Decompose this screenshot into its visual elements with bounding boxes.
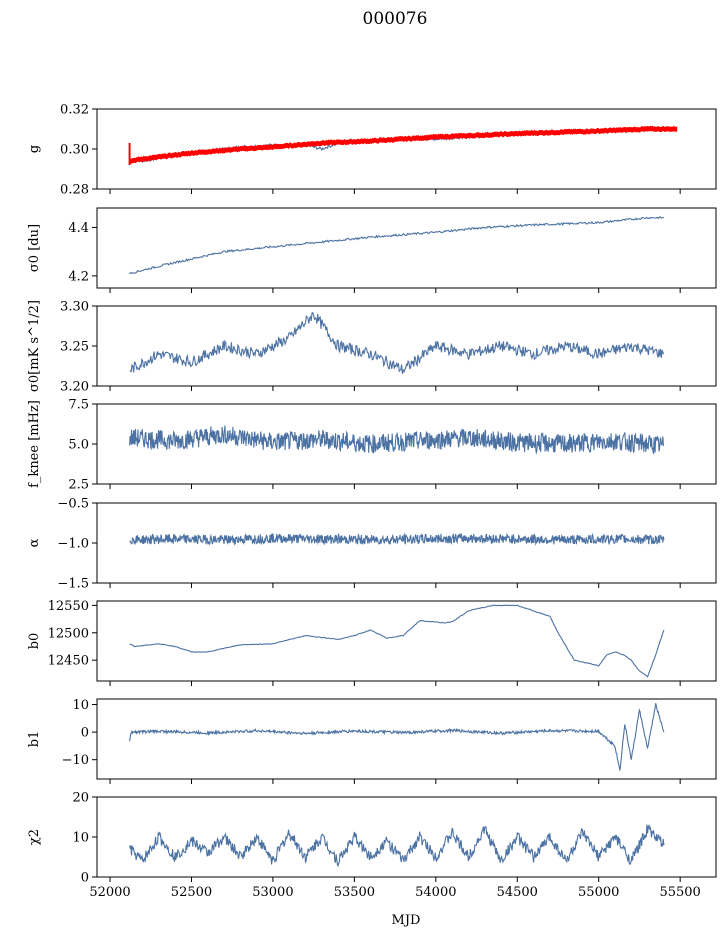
y-axis-label-b0: b0 [27, 633, 42, 650]
y-tick-label: 3.20 [60, 380, 89, 395]
panel-chi2: 0 10 20 52000 52500 53000 53500 54000 54500 55000… [27, 791, 717, 900]
y-tick-label: 10 [72, 698, 89, 713]
series-line-alpha [129, 532, 665, 546]
y-tick-label: 0.32 [60, 103, 89, 118]
y-tick-label: −0.5 [57, 497, 89, 512]
x-tick-label: 54500 [497, 885, 538, 900]
y-axis-label-fknee: f_knee [mHz] [27, 400, 42, 488]
series-line-sigma0_du [129, 216, 665, 275]
y-tick-label: 0 [81, 871, 89, 886]
y-axis-label-b1: b1 [27, 731, 42, 748]
panel-fknee: 2.5 5.0 7.5 f_knee [mHz] [27, 398, 717, 493]
x-tick-label: 53000 [252, 885, 293, 900]
series-band-g [129, 125, 678, 165]
panel-b0: 12450 12500 12550 b0 [27, 599, 717, 686]
panel-b1: −10 0 10 b1 [27, 698, 717, 784]
y-tick-label: 2.5 [68, 478, 89, 493]
series-line-chi2 [129, 824, 665, 868]
series-line-sigma0_mk [129, 312, 665, 374]
axes-frame-b0 [96, 600, 717, 682]
y-tick-label: −1.5 [57, 577, 89, 592]
panel-alpha: −1.5 −1.0 −0.5 α [27, 497, 717, 592]
y-axis-label-alpha: α [27, 538, 42, 547]
y-tick-label: 20 [72, 791, 89, 806]
y-axis-label-g: g [27, 145, 42, 153]
panel-g: 0.28 0.30 0.32 g [27, 103, 717, 198]
y-tick-label: 0 [81, 726, 89, 741]
figure-title: 000076 [363, 9, 428, 29]
axes-frame-sigma0_du [96, 207, 717, 289]
y-axis-label-sigma0_du: σ0 [du] [27, 224, 42, 272]
axes-frame-g [96, 108, 717, 190]
y-axis-label-sigma0_mk: σ0[mK s^1/2] [27, 300, 42, 392]
y-tick-label: 3.30 [60, 300, 89, 315]
y-tick-label: 10 [72, 831, 89, 846]
x-tick-label: 55500 [659, 885, 700, 900]
x-tick-label: 55000 [578, 885, 619, 900]
x-axis-label: MJD [392, 913, 421, 928]
y-tick-label: 12500 [48, 626, 89, 641]
series-line-b0 [129, 604, 665, 678]
panel-sigma0_du: 4.2 4.4 σ0 [du] [27, 207, 717, 293]
y-tick-label: 12450 [48, 654, 89, 669]
x-tick-label: 52000 [89, 885, 130, 900]
panels: 0.28 0.30 0.32 g 4.2 4.4 σ0 [du] 3.20 3.25 3.30 σ0… [27, 103, 717, 900]
panel-sigma0_mk: 3.20 3.25 3.30 σ0[mK s^1/2] [27, 300, 717, 395]
y-tick-label: 4.2 [68, 269, 89, 284]
axes-frame-b1 [96, 698, 717, 780]
y-tick-label: −1.0 [57, 537, 89, 552]
y-tick-label: 0.28 [60, 183, 89, 198]
y-tick-label: 3.25 [60, 340, 89, 355]
y-tick-label: 7.5 [68, 398, 89, 413]
x-tick-label: 52500 [171, 885, 212, 900]
axes-frame-chi2 [96, 796, 717, 878]
y-tick-label: 5.0 [68, 438, 89, 453]
x-tick-label: 54000 [415, 885, 456, 900]
y-tick-label: 12550 [48, 599, 89, 614]
series-line-b1 [129, 703, 665, 771]
y-tick-label: 0.30 [60, 143, 89, 158]
y-tick-label: 4.4 [68, 221, 89, 236]
y-tick-label: −10 [62, 753, 89, 768]
y-axis-label-chi2: χ2 [27, 829, 42, 845]
x-tick-label: 53500 [334, 885, 375, 900]
axes-frame-alpha [96, 502, 717, 584]
series-line-fknee [129, 425, 665, 455]
